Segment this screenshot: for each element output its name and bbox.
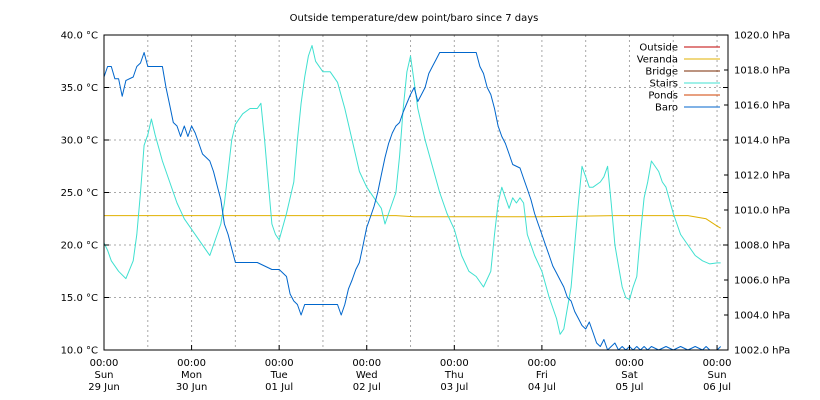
- legend-label-stairs: Stairs: [650, 79, 679, 90]
- y-right-tick-label: 1006.0 hPa: [734, 276, 790, 287]
- x-tick-label-date: 05 Jul: [615, 382, 643, 393]
- x-tick-label-day: Sun: [708, 370, 727, 381]
- y-left-tick-label: 15.0 °C: [61, 293, 98, 304]
- x-tick-label-time: 00:00: [703, 358, 732, 369]
- legend-label-veranda: Veranda: [637, 55, 678, 66]
- y-right-tick-label: 1002.0 hPa: [734, 346, 790, 357]
- plot-lines: [103, 45, 722, 351]
- x-tick-label-time: 00:00: [440, 358, 469, 369]
- x-tick-label-time: 00:00: [90, 358, 119, 369]
- x-tick-label-day: Wed: [356, 370, 378, 381]
- x-tick-label-time: 00:00: [352, 358, 381, 369]
- axes: 10.0 °C 15.0 °C 20.0 °C 25.0 °C 30.0 °C 35.0 …: [61, 31, 791, 394]
- x-tick-label-time: 00:00: [615, 358, 644, 369]
- chart-title: Outside temperature/dew point/baro since…: [290, 13, 539, 24]
- x-tick-label-time: 00:00: [177, 358, 206, 369]
- y-left-tick-label: 20.0 °C: [61, 241, 98, 252]
- series-line-baro: [103, 52, 722, 351]
- x-tick-label-date: 01 Jul: [265, 382, 293, 393]
- x-tick-label-date: 03 Jul: [440, 382, 468, 393]
- y-left-tick-label: 35.0 °C: [61, 83, 98, 94]
- x-tick-label-date: 30 Jun: [176, 382, 208, 393]
- x-tick-label-day: Mon: [181, 370, 202, 381]
- x-tick-label-date: 02 Jul: [353, 382, 381, 393]
- y-right-tick-label: 1018.0 hPa: [734, 66, 790, 77]
- y-left-tick-label: 10.0 °C: [61, 346, 98, 357]
- y-left-tick-label: 25.0 °C: [61, 188, 98, 199]
- x-tick-label-day: Sat: [621, 370, 637, 381]
- y-right-tick-label: 1012.0 hPa: [734, 171, 790, 182]
- x-tick-label-time: 00:00: [527, 358, 556, 369]
- series-line-stairs: [103, 45, 721, 335]
- y-right-tick-label: 1010.0 hPa: [734, 206, 790, 217]
- x-tick-label-day: Fri: [536, 370, 548, 381]
- x-tick-label-date: 06 Jul: [703, 382, 731, 393]
- x-tick-label-time: 00:00: [265, 358, 294, 369]
- legend-label-ponds: Ponds: [648, 91, 678, 102]
- legend-label-baro: Baro: [655, 103, 678, 114]
- y-right-tick-label: 1020.0 hPa: [734, 31, 790, 42]
- series-line-veranda: [104, 215, 721, 229]
- y-left-tick-label: 30.0 °C: [61, 136, 98, 147]
- legend-label-bridge: Bridge: [645, 67, 678, 78]
- y-right-tick-label: 1004.0 hPa: [734, 311, 790, 322]
- y-right-tick-label: 1016.0 hPa: [734, 101, 790, 112]
- x-tick-label-day: Tue: [270, 370, 288, 381]
- y-right-tick-label: 1008.0 hPa: [734, 241, 790, 252]
- x-tick-label-day: Sun: [94, 370, 113, 381]
- x-tick-label-date: 04 Jul: [528, 382, 556, 393]
- y-right-tick-label: 1014.0 hPa: [734, 136, 790, 147]
- x-tick-label-date: 29 Jun: [88, 382, 120, 393]
- x-tick-label-day: Thu: [444, 370, 464, 381]
- legend-label-outside: Outside: [639, 43, 678, 54]
- y-left-tick-label: 40.0 °C: [61, 31, 98, 42]
